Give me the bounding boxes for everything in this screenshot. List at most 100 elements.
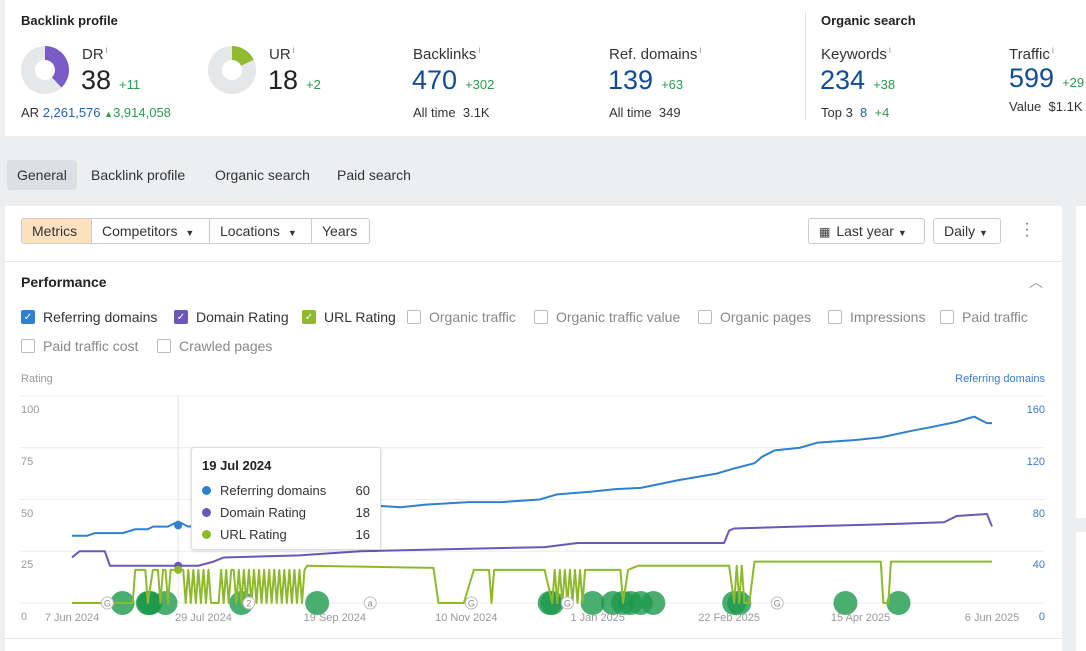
event-marker[interactable] bbox=[886, 591, 911, 615]
alltime-label: All time bbox=[609, 105, 652, 120]
event-marker[interactable] bbox=[580, 591, 605, 615]
top3-row: Top 3 8 +4 bbox=[821, 105, 889, 120]
triangle-up-icon: ▲ bbox=[104, 109, 114, 119]
calendar-icon: ▦ bbox=[819, 225, 831, 239]
tooltip-row: URL Rating 16 bbox=[202, 523, 370, 545]
event-marker[interactable] bbox=[641, 591, 666, 615]
checkbox-icon[interactable] bbox=[534, 310, 548, 324]
checkmark-icon[interactable]: ✓ bbox=[21, 310, 35, 324]
ref-domains-number[interactable]: 139 bbox=[608, 65, 654, 95]
backlinks-delta: +302 bbox=[465, 77, 495, 92]
backlinks-number[interactable]: 470 bbox=[412, 65, 458, 95]
checkbox-icon[interactable] bbox=[157, 339, 171, 353]
donut-fill bbox=[231, 46, 254, 67]
alltime-label: All time bbox=[413, 105, 456, 120]
annotation-label: G bbox=[774, 599, 781, 609]
metric-checkbox-domain-rating[interactable]: ✓ Domain Rating bbox=[174, 309, 289, 325]
metric-checkbox-impressions[interactable]: Impressions bbox=[828, 309, 925, 325]
x-tick-label: 7 Jun 2024 bbox=[44, 612, 100, 624]
right-tick-label: 160 bbox=[1026, 404, 1045, 416]
date-range-dropdown[interactable]: ▦ Last year ▼ bbox=[808, 218, 925, 244]
tab-backlink-profile[interactable]: Backlink profile bbox=[91, 167, 186, 183]
series-line-url-rating bbox=[72, 560, 992, 604]
info-icon[interactable]: i bbox=[699, 45, 702, 55]
metric-checkbox-organic-pages[interactable]: Organic pages bbox=[698, 309, 811, 325]
collapse-chevron-icon[interactable]: ︿ bbox=[1029, 274, 1043, 290]
info-icon[interactable]: i bbox=[1051, 45, 1054, 55]
metrics-segment[interactable]: Metrics bbox=[21, 218, 92, 244]
ar-delta: 3,914,058 bbox=[113, 105, 171, 120]
keywords-number[interactable]: 234 bbox=[820, 65, 866, 95]
tab-organic-search[interactable]: Organic search bbox=[215, 167, 310, 183]
series-dot-icon bbox=[202, 529, 211, 539]
keywords-label: Keywords i bbox=[821, 45, 891, 63]
traffic-value-row: Value $1.1K bbox=[1009, 99, 1086, 114]
keywords-delta: +38 bbox=[873, 77, 896, 92]
dr-donut bbox=[21, 46, 69, 99]
dr-label-text: DR bbox=[82, 46, 104, 63]
metric-checkbox-crawled-pages[interactable]: Crawled pages bbox=[157, 338, 272, 354]
annotation-marker[interactable] bbox=[242, 596, 256, 610]
right-axis-title[interactable]: Referring domains bbox=[955, 373, 1045, 385]
metric-checkbox-referring-domains[interactable]: ✓ Referring domains bbox=[21, 309, 157, 325]
side-card bbox=[1076, 206, 1086, 518]
top3-value[interactable]: 8 bbox=[860, 105, 868, 120]
checkbox-icon[interactable] bbox=[698, 310, 712, 324]
annotation-marker[interactable] bbox=[770, 596, 784, 610]
annotation-label: 2 bbox=[246, 599, 251, 609]
metric-checkbox-organic-traffic-value[interactable]: Organic traffic value bbox=[534, 309, 680, 325]
ur-number: 18 bbox=[268, 65, 299, 95]
backlinks-value[interactable]: 470 +302 bbox=[412, 65, 494, 96]
tab-general[interactable]: General bbox=[7, 160, 77, 190]
info-icon[interactable]: i bbox=[292, 45, 295, 55]
annotation-label: G bbox=[104, 599, 111, 609]
caret-down-icon: ▼ bbox=[185, 228, 195, 238]
ur-value: 18 +2 bbox=[268, 65, 321, 96]
keywords-value[interactable]: 234 +38 bbox=[820, 65, 895, 96]
annotation-marker[interactable] bbox=[464, 596, 478, 610]
competitors-dropdown[interactable]: Competitors ▼ bbox=[91, 218, 210, 244]
checkbox-icon[interactable] bbox=[21, 339, 35, 353]
tooltip-row: Domain Rating 18 bbox=[202, 501, 370, 523]
annotation-marker[interactable] bbox=[560, 596, 574, 610]
checkbox-icon[interactable] bbox=[407, 310, 421, 324]
metric-checkbox-organic-traffic[interactable]: Organic traffic bbox=[407, 309, 516, 325]
divider bbox=[5, 638, 1062, 639]
checkmark-icon[interactable]: ✓ bbox=[302, 310, 316, 324]
metric-checkbox-paid-traffic[interactable]: Paid traffic bbox=[940, 309, 1028, 325]
more-options-icon[interactable]: · · · bbox=[1024, 215, 1030, 244]
value-amount: $1.1K bbox=[1048, 99, 1083, 114]
info-icon[interactable]: i bbox=[478, 45, 481, 55]
checkmark-icon[interactable]: ✓ bbox=[174, 310, 188, 324]
ref-domains-value[interactable]: 139 +63 bbox=[608, 65, 683, 96]
ref-domains-delta: +63 bbox=[661, 77, 684, 92]
years-segment[interactable]: Years bbox=[311, 218, 370, 244]
metric-checkbox-url-rating[interactable]: ✓ URL Rating bbox=[302, 309, 396, 325]
event-marker[interactable] bbox=[833, 591, 858, 615]
interval-dropdown[interactable]: Daily ▼ bbox=[933, 218, 1001, 244]
info-icon[interactable]: i bbox=[888, 45, 891, 55]
caret-down-icon: ▼ bbox=[287, 228, 297, 238]
backlinks-label-text: Backlinks bbox=[413, 46, 477, 63]
interval-label: Daily bbox=[944, 223, 976, 239]
tab-paid-search[interactable]: Paid search bbox=[337, 167, 411, 183]
traffic-number[interactable]: 599 bbox=[1009, 63, 1055, 93]
left-axis-title: Rating bbox=[21, 373, 53, 385]
annotation-label: a bbox=[368, 599, 373, 609]
side-card bbox=[1076, 532, 1086, 651]
checkbox-icon[interactable] bbox=[828, 310, 842, 324]
metric-label: Paid traffic bbox=[962, 309, 1028, 325]
metric-checkbox-paid-traffic-cost[interactable]: Paid traffic cost bbox=[21, 338, 138, 354]
checkbox-icon[interactable] bbox=[940, 310, 954, 324]
event-marker[interactable] bbox=[153, 591, 178, 615]
ar-value[interactable]: 2,261,576 bbox=[42, 105, 101, 120]
traffic-delta: +29 bbox=[1062, 75, 1085, 90]
event-marker[interactable] bbox=[305, 591, 330, 615]
annotation-marker[interactable] bbox=[100, 596, 114, 610]
info-icon[interactable]: i bbox=[105, 45, 108, 55]
ur-delta: +2 bbox=[306, 77, 321, 92]
traffic-value[interactable]: 599 +29 bbox=[1009, 63, 1086, 94]
annotation-marker[interactable] bbox=[363, 596, 377, 610]
locations-dropdown[interactable]: Locations ▼ bbox=[209, 218, 312, 244]
